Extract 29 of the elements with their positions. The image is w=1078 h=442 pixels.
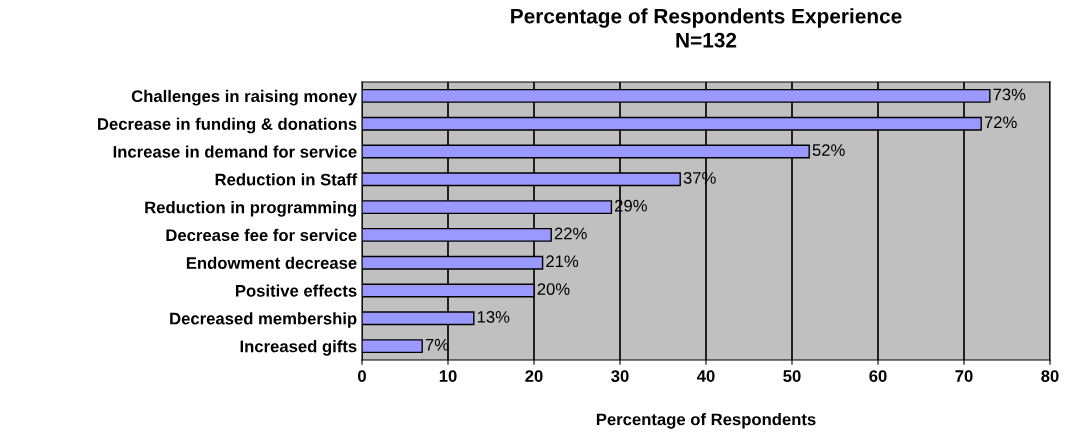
y-tick-label: Decrease fee for service [166, 228, 357, 242]
y-tick-label: Increase in demand for service [113, 145, 357, 158]
data-label: 72% [984, 116, 1017, 129]
data-label: 21% [546, 255, 579, 268]
x-axis-title: Percentage of Respondents [596, 413, 816, 429]
data-label: 20% [537, 283, 570, 295]
data-label: 13% [477, 310, 510, 323]
x-tick-label: 20 [525, 370, 543, 382]
data-label: 73% [993, 88, 1026, 101]
x-tick-label: 80 [1041, 370, 1059, 382]
data-label: 52% [812, 144, 845, 156]
x-tick-label: 50 [783, 370, 801, 382]
y-tick-label: Decreased membership [170, 312, 357, 328]
y-tick-label: Reduction in Staff [215, 173, 358, 186]
y-tick-label: Decrease in funding & donations [98, 117, 357, 134]
x-tick-label: 30 [611, 370, 629, 382]
chart-subtitle: N=132 [676, 32, 737, 48]
y-tick-label: Endowment decrease [186, 256, 357, 269]
y-tick-label: Increased gifts [240, 340, 357, 356]
x-tick-label: 70 [955, 370, 973, 382]
y-tick-label: Challenges in raising money [131, 89, 358, 106]
x-tick-label: 60 [869, 370, 887, 382]
chart-title: Percentage of Respondents Experience [511, 8, 902, 28]
y-tick-label: Positive effects [235, 284, 357, 297]
x-tick-label: 40 [696, 370, 715, 382]
data-label: 22% [554, 227, 587, 240]
y-tick-label: Reduction in programming [145, 201, 357, 217]
x-tick-label: 10 [439, 370, 457, 382]
x-tick-label: 0 [358, 370, 366, 382]
